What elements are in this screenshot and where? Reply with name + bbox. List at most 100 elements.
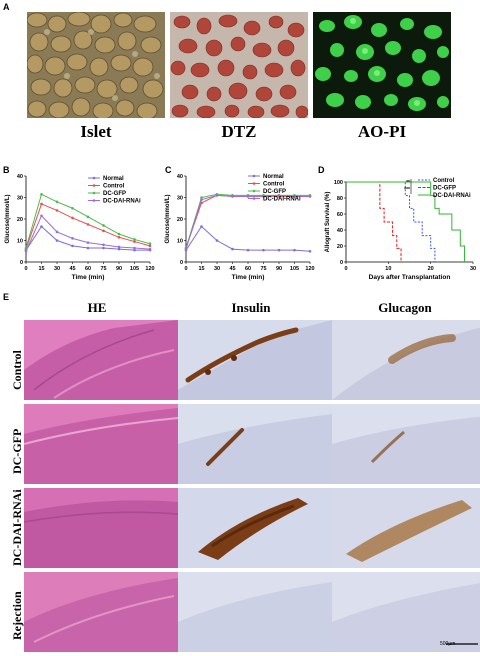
islet-micrograph [27,12,165,118]
x-tick-label: 120 [305,266,314,272]
significance-marker: ** [406,180,410,186]
significance-marker: *** [404,187,410,193]
series-line-dc-dai-rnai [346,181,466,262]
x-tick-label: 15 [38,266,44,272]
legend-label-control: Control [103,184,125,190]
y-tick-label: 80 [337,196,343,202]
x-tick-label: 90 [116,266,122,272]
tile-glucagon-rejection [332,572,480,652]
legend-label-control: Control [433,178,455,184]
x-tick-label: 0 [24,266,27,272]
data-point-dc-dai-rnai [293,195,296,198]
tile-he-control [24,320,178,400]
data-point-normal [246,248,250,252]
x-tick-label: 0 [184,266,187,272]
data-point-control [117,235,121,239]
panel-letter-e: E [3,292,10,302]
chart-b-series [24,192,152,253]
panel-letter-b: B [3,165,10,175]
y-tick-label: 40 [177,174,183,180]
legend-marker-dc-gfp [252,189,256,193]
data-point-control [71,216,74,220]
legend-marker-normal [252,174,256,178]
x-axis-label: Time (min) [72,274,105,281]
legend-label-dc-gfp: DC-GFP [433,186,456,192]
legend-label-dc-gfp: DC-GFP [103,191,126,197]
series-line-dc-dai-rnai [185,194,310,250]
row-label-dc-gfp: DC-GFP [10,428,24,474]
series-line-normal [185,225,311,252]
x-tick-label: 105 [290,266,299,272]
data-point-normal [40,225,43,228]
data-point-dc-dai-rnai [133,246,136,250]
data-point-control [55,209,59,212]
caption-ao-pi: AO-PI [357,122,407,141]
tile-he-dc-gfp [24,404,178,484]
x-tick-label: 30 [54,266,60,272]
x-tick-label: 20 [428,266,434,272]
y-tick-label: 40 [17,174,23,180]
y-tick-label: 0 [180,260,183,266]
y-tick-label: 20 [177,217,183,223]
data-point-dc-dai-rnai [24,249,28,253]
x-tick-label: 0 [344,266,347,272]
chart-d-axes: 0 20 40 60 80 100 0 10 20 30 Days after Transplant… [325,180,476,281]
data-point-dc-dai-rnai [102,243,105,247]
data-point-dc-dai-rnai [231,195,234,198]
data-point-control [102,229,105,233]
data-point-normal [262,248,265,252]
data-point-normal [86,246,90,250]
data-point-normal [231,247,234,251]
data-point-dc-dai-rnai [148,247,152,251]
survival-chart-d: 0 20 40 60 80 100 0 10 20 30 Days after Transplant… [325,178,476,281]
legend-label-dc-dai-rnai: DC-DAI-RNAi [103,199,141,205]
data-point-dc-dai-rnai [117,245,121,249]
y-tick-label: 0 [340,260,343,266]
column-header-glucagon: Glucagon [378,300,432,315]
panel-letter-c: C [165,165,172,175]
data-point-normal [102,246,105,250]
data-point-normal [308,249,312,253]
x-axis-label: Time (min) [232,274,265,281]
data-point-dc-gfp [102,224,105,227]
data-point-normal [215,239,219,242]
legend-label-normal: Normal [263,174,284,180]
row-label-rejection: Rejection [10,591,24,640]
tile-insulin-rejection [178,572,332,652]
ao-pi-fluorescence [313,12,451,118]
tile-insulin-control [178,320,332,400]
data-point-dc-dai-rnai [86,241,90,244]
x-tick-label: 75 [100,266,106,272]
data-point-dc-dai-rnai [308,195,312,198]
data-point-dc-dai-rnai [215,194,219,197]
legend-marker-dc-gfp [92,191,96,195]
row-label-dc-dai-rnai: DC-DAI-RNAi [10,489,24,566]
x-axis-label: Days after Transplantation [369,274,451,281]
legend-marker-control [92,184,96,187]
series-line-control [346,181,436,262]
x-tick-label: 30 [214,266,220,272]
row-label-control: Control [10,350,24,390]
legend-label-dc-gfp: DC-GFP [263,189,286,195]
data-point-dc-gfp [117,232,121,236]
data-point-dc-dai-rnai [277,194,281,197]
panel-letter-a: A [3,2,10,12]
data-point-normal [133,248,136,252]
data-point-dc-gfp [86,215,90,219]
chart-b-axes: 0 10 20 30 40 0 15 30 45 60 75 90 105 120 Time (min) Gl… [5,174,155,281]
data-point-normal [277,248,281,252]
data-point-dc-gfp [148,242,152,246]
y-axis-label: Allograft Survival (%) [325,192,331,253]
tile-glucagon-control [332,320,480,400]
data-point-dc-gfp [40,192,43,196]
x-tick-label: 45 [229,266,235,272]
y-tick-label: 60 [337,212,343,218]
tile-insulin-dc-dai-rnai [178,488,332,568]
data-point-dc-dai-rnai [184,247,188,251]
column-header-he: HE [87,300,107,315]
x-tick-label: 75 [260,266,266,272]
y-axis-label: Glucose(mmol/L) [165,194,171,243]
x-tick-label: 120 [145,266,154,272]
